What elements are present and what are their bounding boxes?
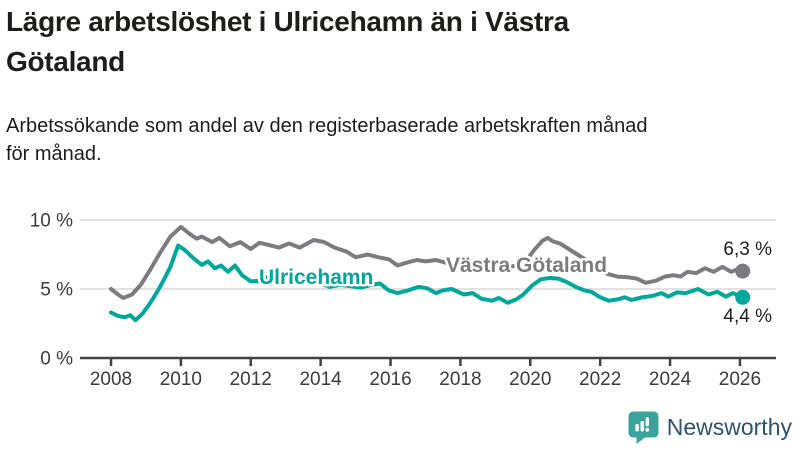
series-end-dot-vastra-gotaland — [735, 263, 751, 279]
series-line-ulricehamn — [109, 243, 745, 323]
y-tick-label: 5 % — [40, 280, 73, 301]
series-lines — [109, 224, 751, 323]
series-label-ulricehamn: Ulricehamn — [259, 266, 373, 289]
x-tick-label: 2010 — [160, 369, 202, 390]
chart-subtitle-line-1: Arbetssökande som andel av den registerb… — [6, 115, 648, 137]
y-axis-labels: 0 % 5 % 10 % — [30, 211, 73, 370]
x-tick-label: 2008 — [90, 369, 132, 390]
y-tick-label: 10 % — [30, 211, 73, 232]
chart-subtitle: Arbetssökande som andel av den registerb… — [6, 112, 648, 168]
x-axis — [80, 356, 776, 366]
series-line-vastra-gotaland — [109, 224, 745, 300]
series-label-vastra-gotaland: Västra Götaland — [446, 254, 607, 277]
x-axis-labels: 2008 2010 2012 2014 2016 2018 2020 2022 2024 2026 — [90, 369, 761, 390]
x-tick-label: 2014 — [299, 369, 342, 390]
newsworthy-logo: Newsworthy — [628, 411, 792, 444]
newsworthy-wordmark: Newsworthy — [666, 414, 792, 440]
x-tick-label: 2012 — [230, 369, 272, 390]
end-value-ulricehamn: 4,4 % — [723, 306, 772, 327]
page-title-line-2: Götaland — [6, 46, 125, 77]
x-tick-label: 2022 — [579, 369, 621, 390]
end-value-vastra-gotaland: 6,3 % — [723, 239, 772, 260]
x-tick-label: 2026 — [719, 369, 761, 390]
page-title-line-1: Lägre arbetslöshet i Ulricehamn än i Väs… — [6, 6, 569, 37]
x-tick-label: 2024 — [649, 369, 692, 390]
x-tick-label: 2018 — [439, 369, 481, 390]
x-tick-label: 2016 — [369, 369, 411, 390]
x-tick-label: 2020 — [509, 369, 551, 390]
series-end-dot-ulricehamn — [735, 289, 751, 305]
page-title: Lägre arbetslöshet i Ulricehamn än i Väs… — [6, 2, 569, 82]
newsworthy-bubble-chart-icon — [628, 411, 659, 444]
chart-subtitle-line-2: för månad. — [6, 143, 102, 165]
y-tick-label: 0 % — [40, 349, 73, 370]
